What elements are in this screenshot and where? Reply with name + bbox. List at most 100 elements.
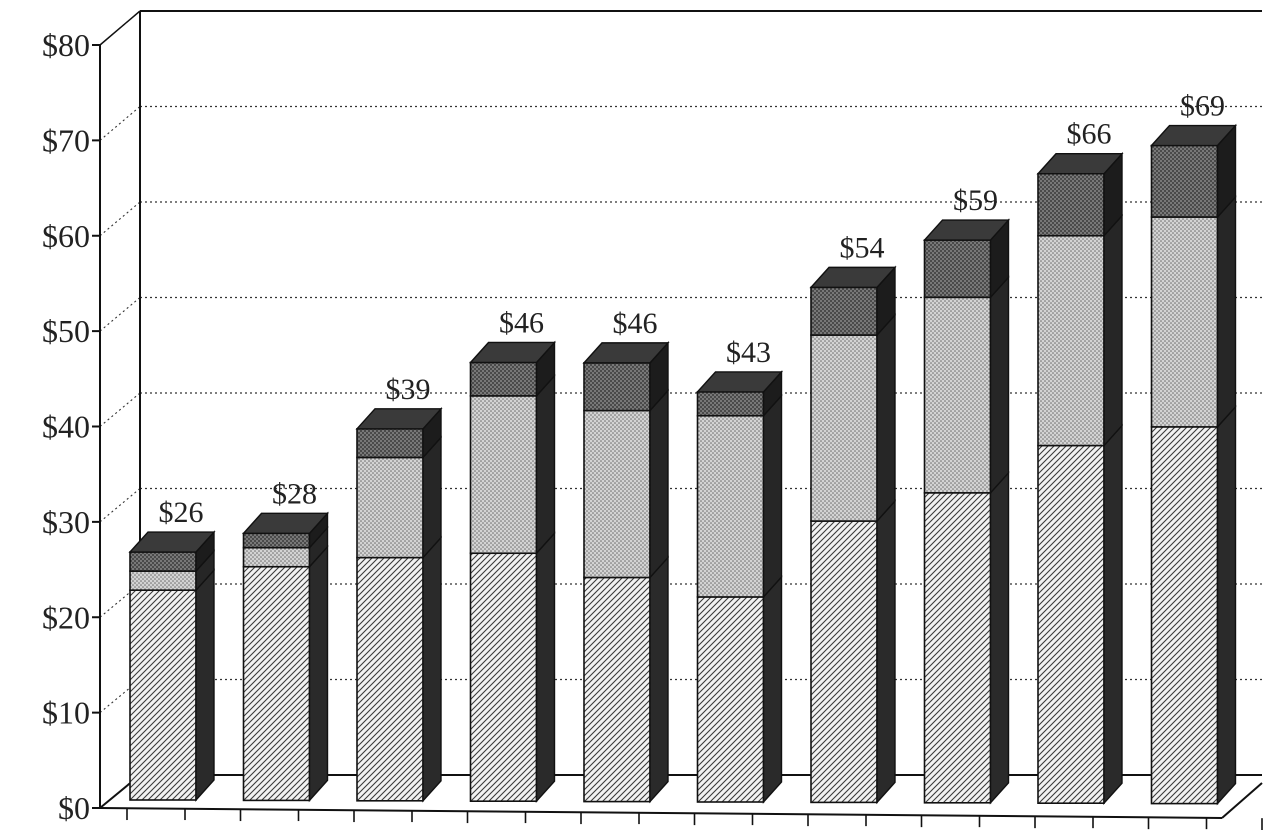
- grid-connector: [99, 297, 141, 332]
- bars-layer: [128, 123, 1238, 806]
- bar-top: [809, 266, 897, 289]
- bar-total-label: $46: [613, 307, 658, 340]
- bar-segment: [1150, 144, 1219, 218]
- floor-right-edge: [1221, 782, 1263, 819]
- grid-connector: [99, 583, 141, 618]
- bar-segment: [129, 551, 197, 572]
- bar-segment-side: [535, 531, 556, 804]
- bar-group: [241, 511, 330, 803]
- bar-group: [1036, 151, 1124, 806]
- grid-connector: [99, 201, 141, 237]
- bar-segment: [242, 565, 311, 802]
- bar-total-label: $69: [1180, 90, 1225, 123]
- bar-segment: [923, 296, 992, 494]
- bar-top: [582, 342, 670, 364]
- bar-group: [809, 265, 897, 805]
- y-tick-label: $0: [58, 790, 90, 826]
- bar-total-label: $54: [840, 231, 885, 264]
- y-tick-label: $70: [42, 122, 90, 158]
- bar-segment: [469, 361, 538, 397]
- bar-segment-side: [876, 499, 896, 805]
- y-tick-label: $50: [42, 313, 90, 349]
- bar-segment-side: [989, 471, 1010, 805]
- bar-total-label: $28: [272, 477, 317, 510]
- bar-segment-side: [649, 388, 669, 580]
- bar-group: [1149, 123, 1238, 806]
- bar-segment: [1037, 234, 1105, 447]
- bar-segment: [1037, 444, 1105, 805]
- bar-segment: [129, 589, 197, 801]
- bar-total-label: $46: [499, 306, 544, 339]
- bar-total-label: $43: [726, 336, 771, 369]
- bar-top: [695, 371, 784, 393]
- bar-segment: [810, 520, 878, 804]
- bar-segment-side: [1216, 195, 1237, 429]
- bar-group: [355, 407, 443, 803]
- bar-segment: [356, 556, 424, 802]
- bar-segment: [923, 492, 992, 804]
- y-tick-label: $40: [42, 409, 90, 445]
- axis-top-connector: [99, 10, 141, 46]
- bar-segment-side: [989, 275, 1010, 495]
- x-axis: [99, 807, 1223, 819]
- grid-connector: [99, 488, 141, 523]
- bar-total-label: $59: [953, 184, 998, 217]
- bar-segment: [1037, 172, 1105, 237]
- bar-segment-side: [762, 393, 783, 599]
- bar-segment-side: [1216, 405, 1237, 806]
- bar-segment: [696, 596, 765, 803]
- bar-segment: [469, 552, 538, 802]
- bar-group: [468, 340, 557, 804]
- labels-layer: $26 $28 $39 $46 $46 $43 $54 $59 $66 $69: [159, 90, 1226, 530]
- grid-connector: [99, 106, 141, 141]
- bar-segment: [583, 576, 651, 803]
- bar-segment: [242, 546, 311, 568]
- bar-segment: [583, 362, 651, 412]
- bar-total-label: $66: [1067, 118, 1112, 151]
- bar-segment: [356, 456, 424, 559]
- bar-segment-side: [1103, 423, 1123, 806]
- y-tick-label: $60: [42, 218, 90, 254]
- bar-segment: [1150, 426, 1219, 805]
- bar-segment: [583, 409, 651, 579]
- bar-top: [355, 408, 443, 430]
- bar-group: [922, 218, 1011, 805]
- grid-connector: [99, 679, 141, 714]
- bar-segment-side: [195, 568, 215, 802]
- bar-top: [128, 531, 216, 553]
- bar-total-label: $39: [386, 373, 431, 406]
- y-tick-label: $80: [42, 27, 90, 63]
- bar-segment-side: [649, 555, 669, 804]
- bar-segment: [923, 239, 992, 299]
- bar-segment: [242, 532, 311, 549]
- bar-segment-side: [876, 313, 896, 523]
- bar-top: [1149, 124, 1238, 147]
- bar-segment-side: [422, 535, 442, 803]
- bar-group: [128, 530, 216, 802]
- y-tick-label: $10: [42, 695, 90, 731]
- grid-connector: [99, 392, 141, 427]
- bar-segment: [810, 334, 878, 522]
- bar-segment: [696, 391, 765, 417]
- bar-segment: [469, 395, 538, 555]
- bar-segment: [1150, 216, 1219, 428]
- y-tick-label: $30: [42, 504, 90, 540]
- bar-segment-side: [535, 374, 556, 556]
- y-tick-label: $20: [42, 599, 90, 635]
- bar-total-label: $26: [159, 496, 204, 529]
- bar-segment-side: [762, 575, 783, 804]
- bar-segment: [810, 286, 878, 336]
- bar-segment: [696, 414, 765, 598]
- bar-segment: [356, 428, 424, 459]
- bar-segment-side: [1103, 213, 1123, 448]
- bar-top: [468, 341, 557, 364]
- bar-top: [922, 219, 1011, 241]
- bar-segment-side: [308, 544, 329, 803]
- bar-segment: [129, 570, 197, 591]
- bar-top: [241, 512, 330, 535]
- bar-group: [582, 341, 670, 804]
- bar-top: [1036, 153, 1124, 175]
- bar-group: [695, 370, 784, 804]
